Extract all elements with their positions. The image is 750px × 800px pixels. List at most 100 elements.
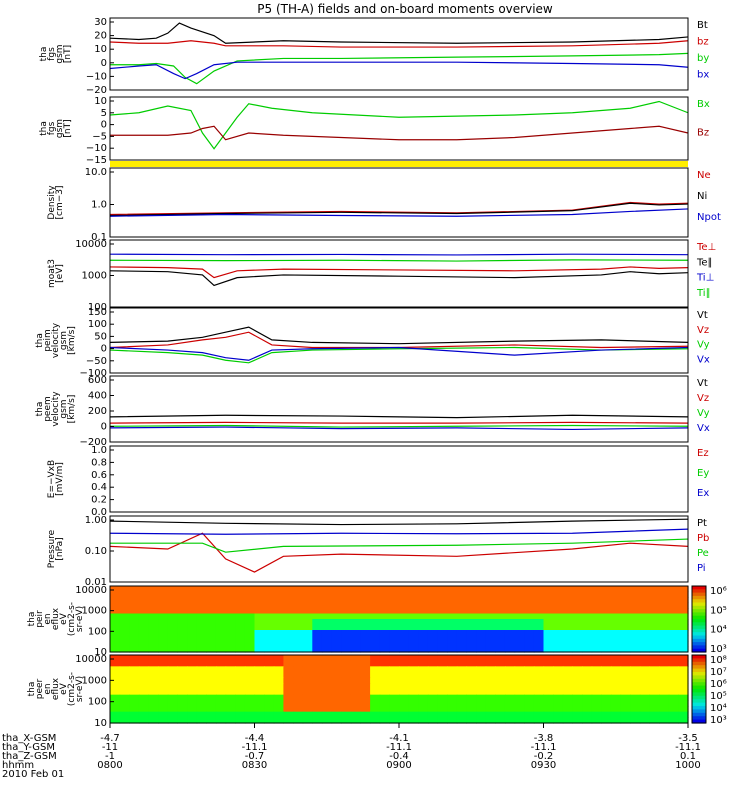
spectrogram-cell xyxy=(110,608,121,615)
spectrogram-cell xyxy=(119,602,130,609)
spectrogram-cell xyxy=(341,711,352,718)
spectrogram-cell xyxy=(427,591,439,598)
spectrogram-cell xyxy=(630,689,641,696)
spectrogram-cell xyxy=(553,635,564,642)
spectrogram-cell xyxy=(591,630,602,637)
spectrogram-cell xyxy=(553,602,564,609)
spectrogram-cell xyxy=(601,624,612,631)
spectrogram-cell xyxy=(148,602,159,609)
spectrogram-cell xyxy=(264,591,275,598)
spectrogram-cell xyxy=(110,624,121,631)
spectrogram-cell xyxy=(235,689,246,696)
spectrogram-cell xyxy=(437,660,448,667)
spectrogram-cell xyxy=(591,677,602,684)
spectrogram-cell xyxy=(264,613,275,620)
spectrogram-cell xyxy=(524,586,535,593)
spectrogram-cell xyxy=(158,706,169,713)
xtick-y: -11.1 xyxy=(675,742,701,753)
spectrogram-cell xyxy=(476,683,487,690)
legend-Vy: Vy xyxy=(697,408,710,419)
spectrogram-cell xyxy=(399,624,410,631)
spectrogram-cell xyxy=(610,602,622,609)
spectrogram-cell xyxy=(235,597,246,604)
spectrogram-cell xyxy=(196,706,207,713)
spectrogram-cell xyxy=(129,689,140,696)
spectrogram-cell xyxy=(321,613,333,620)
spectrogram-cell xyxy=(225,660,236,667)
spectrogram-cell xyxy=(341,630,352,637)
spectrogram-cell xyxy=(562,608,573,615)
spectrogram-cell xyxy=(254,660,265,667)
spectrogram-cell xyxy=(533,706,545,713)
spectrogram-cell xyxy=(524,689,535,696)
spectrogram-cell xyxy=(341,694,352,701)
spectrogram-cell xyxy=(582,694,593,701)
series-Te∥ xyxy=(109,270,689,287)
spectrogram-cell xyxy=(591,613,602,620)
spectrogram-cell xyxy=(341,586,352,593)
spectrogram-cell xyxy=(206,717,217,724)
spectrogram-cell xyxy=(312,635,323,642)
spectrogram-cell xyxy=(302,706,313,713)
spectrogram-cell xyxy=(630,591,641,598)
spectrogram-cell xyxy=(389,700,400,707)
spectrogram-cell xyxy=(466,666,477,673)
spectrogram-cell xyxy=(360,641,371,648)
spectrogram-cell xyxy=(293,641,304,648)
spectrogram-cell xyxy=(158,591,169,598)
legend-bz: bz xyxy=(697,37,709,48)
spectrogram-cell xyxy=(524,630,535,637)
spectrogram-cell xyxy=(129,597,140,604)
spectrogram-cell xyxy=(408,646,419,653)
spectrogram-cell xyxy=(408,683,419,690)
spectrogram-cell xyxy=(225,630,236,637)
series-Ti⊥ xyxy=(109,253,689,256)
spectrogram-cell xyxy=(119,711,130,718)
spectrogram-cell xyxy=(293,711,304,718)
spectrogram-cell xyxy=(254,602,265,609)
ytick-label: 10 xyxy=(94,44,107,55)
spectrogram-cell xyxy=(514,700,525,707)
spectrogram-cell xyxy=(514,641,525,648)
spectrogram-cell xyxy=(678,694,689,701)
spectrogram-cell xyxy=(485,630,496,637)
spectrogram-cell xyxy=(187,694,198,701)
spectrogram-cell xyxy=(370,711,381,718)
spectrogram-cell xyxy=(379,660,390,667)
spectrogram-cell xyxy=(215,602,227,609)
spectrogram-cell xyxy=(639,630,651,637)
spectrogram-cell xyxy=(283,655,294,662)
spectrogram-cell xyxy=(110,683,121,690)
spectrogram-cell xyxy=(235,608,246,615)
spectrogram-cell xyxy=(235,694,246,701)
spectrogram-cell xyxy=(572,602,583,609)
spectrogram-cell xyxy=(630,677,641,684)
spectrogram-cell xyxy=(427,608,439,615)
colorbar-segment xyxy=(692,635,706,640)
spectrogram-cell xyxy=(495,646,506,653)
spectrogram-cell xyxy=(293,655,304,662)
spectrogram-cell xyxy=(177,700,188,707)
spectrogram-cell xyxy=(582,689,593,696)
spectrogram-cell xyxy=(649,602,660,609)
spectrogram-cell xyxy=(341,635,352,642)
spectrogram-cell xyxy=(196,655,207,662)
spectrogram-cell xyxy=(447,655,458,662)
spectrogram-cell xyxy=(148,706,159,713)
spectrogram-cell xyxy=(639,641,651,648)
spectrogram-cell xyxy=(572,619,583,626)
spectrogram-cell xyxy=(553,700,564,707)
spectrogram-cell xyxy=(427,646,439,653)
spectrogram-cell xyxy=(601,591,612,598)
spectrogram-cell xyxy=(620,635,631,642)
spectrogram-cell xyxy=(264,706,275,713)
spectrogram-cell xyxy=(293,619,304,626)
spectrogram-cell xyxy=(206,672,217,679)
spectrogram-cell xyxy=(177,624,188,631)
spectrogram-cell xyxy=(514,630,525,637)
spectrogram-cell xyxy=(427,602,439,609)
spectrogram-cell xyxy=(177,591,188,598)
spectrogram-cell xyxy=(235,660,246,667)
spectrogram-cell xyxy=(524,717,535,724)
spectrogram-cell xyxy=(553,660,564,667)
